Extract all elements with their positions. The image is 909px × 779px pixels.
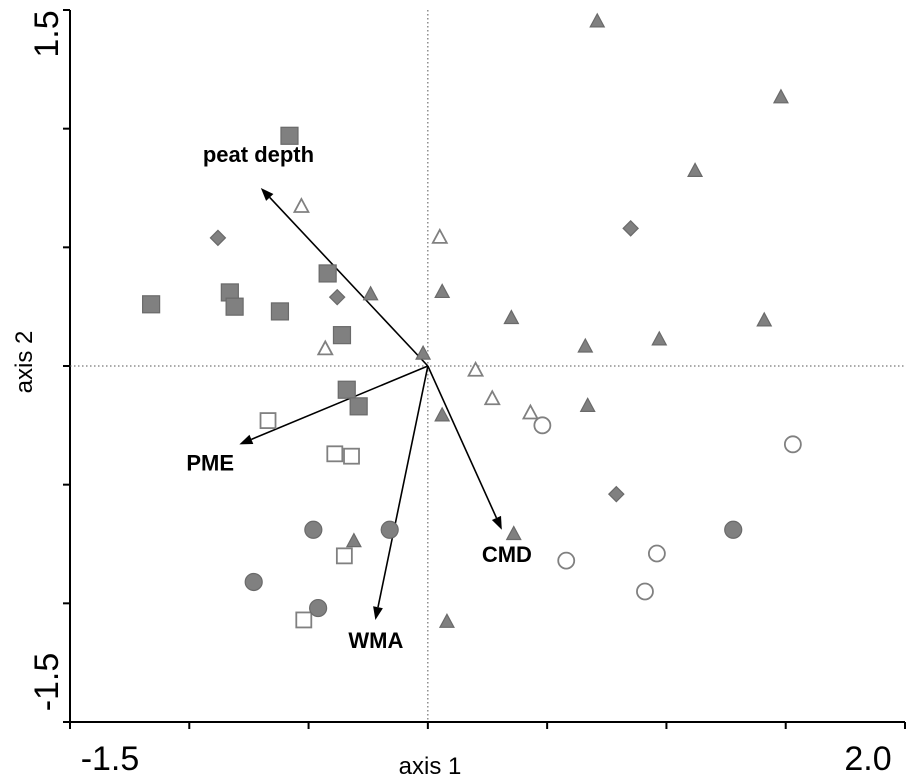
square-filled-point bbox=[332, 326, 352, 345]
y-tick-label-min: -1.5 bbox=[28, 653, 66, 712]
environmental-vectors: peat depth PME WMA CMD bbox=[186, 142, 532, 653]
triangle-filled-point bbox=[579, 397, 596, 412]
triangle-open-point bbox=[292, 197, 310, 213]
square-open-point bbox=[335, 547, 353, 565]
square-filled-point bbox=[337, 380, 356, 399]
triangle-open-point bbox=[467, 360, 485, 377]
circle-filled-point bbox=[724, 520, 743, 539]
triangle-open-point bbox=[316, 339, 334, 356]
triangle-filled-point bbox=[434, 283, 451, 299]
square-open-point bbox=[259, 412, 277, 429]
square-open-point bbox=[295, 611, 313, 629]
vector-label: PME bbox=[186, 450, 234, 475]
square-filled-point bbox=[270, 302, 290, 321]
axes bbox=[63, 9, 906, 729]
square-filled-point bbox=[349, 397, 368, 416]
vector-arrowhead bbox=[491, 515, 502, 530]
triangle-filled-point bbox=[756, 311, 773, 327]
diamond-filled-point bbox=[607, 485, 625, 503]
square-open-point bbox=[343, 447, 360, 465]
triangle-filled-point bbox=[438, 613, 455, 628]
diamond-filled-point bbox=[622, 219, 639, 237]
vector-label: WMA bbox=[348, 628, 403, 653]
triangle-filled-point bbox=[503, 309, 520, 325]
vector-line bbox=[377, 365, 429, 608]
triangle-filled-point bbox=[651, 330, 668, 346]
circle-open-point bbox=[647, 544, 666, 563]
triangle-open-point bbox=[431, 227, 449, 244]
y-tick-label-max: 1.5 bbox=[28, 10, 66, 57]
vector-arrowhead bbox=[373, 606, 383, 620]
triangle-filled-point bbox=[345, 532, 362, 548]
diamond-filled-point bbox=[209, 229, 227, 247]
vector-label: peat depth bbox=[203, 142, 314, 167]
circle-open-point bbox=[636, 582, 654, 601]
triangle-filled-point bbox=[589, 12, 606, 28]
vector-label: CMD bbox=[482, 542, 532, 567]
circle-filled-point bbox=[304, 520, 323, 539]
triangle-open-point bbox=[521, 403, 539, 420]
x-tick-label-max: 2.0 bbox=[844, 740, 891, 778]
triangle-filled-point bbox=[772, 88, 789, 104]
triangle-open-point bbox=[483, 389, 501, 406]
vector-line bbox=[269, 196, 429, 367]
circle-open-point bbox=[533, 416, 552, 435]
square-open-point bbox=[326, 445, 344, 463]
triangle-filled-point bbox=[434, 406, 451, 422]
diamond-filled-point bbox=[328, 288, 346, 306]
triangle-filled-point bbox=[687, 162, 704, 177]
vector-line bbox=[251, 365, 429, 441]
triangle-filled-point bbox=[505, 525, 522, 541]
circle-filled-point bbox=[380, 520, 399, 539]
circle-filled-point bbox=[309, 598, 328, 618]
x-axis-title: axis 1 bbox=[399, 753, 462, 779]
vector-line bbox=[427, 365, 498, 519]
circle-open-point bbox=[557, 551, 576, 570]
triangle-filled-point bbox=[577, 337, 594, 353]
x-tick-label-min: -1.5 bbox=[81, 740, 140, 778]
square-filled-point bbox=[142, 295, 161, 314]
zero-reference-lines bbox=[70, 10, 905, 722]
square-filled-point bbox=[318, 264, 337, 283]
triangle-filled-point bbox=[415, 344, 432, 360]
circle-filled-point bbox=[244, 572, 263, 592]
sample-points bbox=[142, 12, 802, 629]
square-filled-point bbox=[225, 297, 244, 316]
circle-open-point bbox=[783, 435, 802, 454]
vector-arrowhead bbox=[239, 434, 254, 445]
y-axis-title: axis 2 bbox=[11, 331, 38, 394]
square-filled-point bbox=[280, 126, 299, 145]
vector-arrowhead bbox=[260, 188, 274, 201]
triangle-filled-point bbox=[362, 285, 379, 301]
